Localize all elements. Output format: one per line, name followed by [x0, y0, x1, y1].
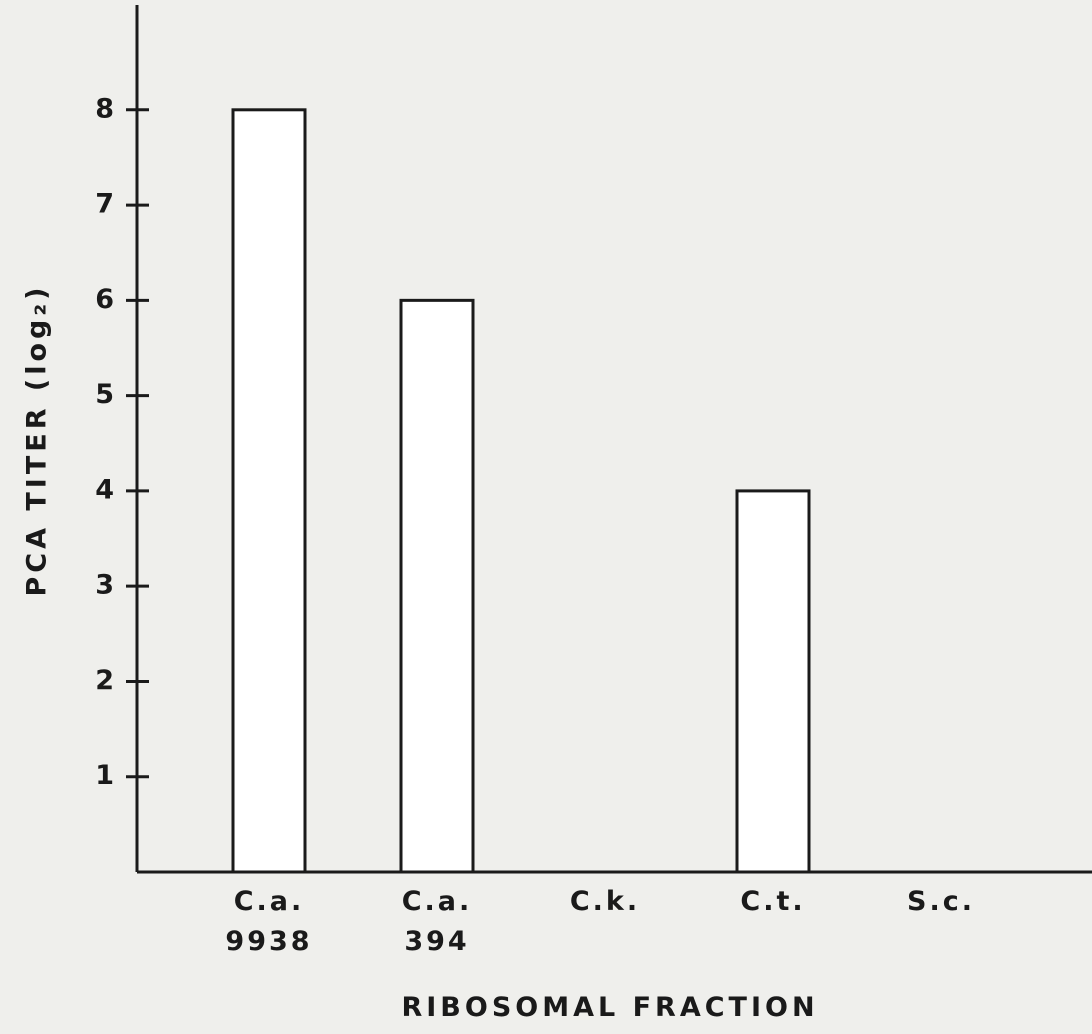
y-tick-label: 2 [95, 665, 114, 696]
y-axis-label: PCA TITER (log₂) [22, 283, 53, 596]
y-tick-label: 5 [95, 379, 114, 410]
x-tick-label: C.a. 9938 [225, 886, 313, 957]
y-tick-label: 3 [95, 570, 114, 601]
bar [399, 298, 475, 874]
x-tick-label: C.a. 394 [401, 886, 473, 957]
x-tick-label: C.k. [569, 886, 641, 917]
y-tick-label: 7 [95, 189, 114, 220]
y-tick-label: 8 [95, 93, 114, 124]
x-tick-label: C.t. [740, 886, 806, 917]
bar [231, 108, 307, 874]
x-tick-label: S.c. [907, 886, 975, 917]
x-axis-label: RIBOSOMAL FRACTION [401, 992, 819, 1023]
y-tick-label: 6 [95, 284, 114, 315]
y-tick-label: 4 [95, 474, 114, 505]
y-tick-label: 1 [95, 760, 114, 791]
bar [735, 489, 811, 874]
